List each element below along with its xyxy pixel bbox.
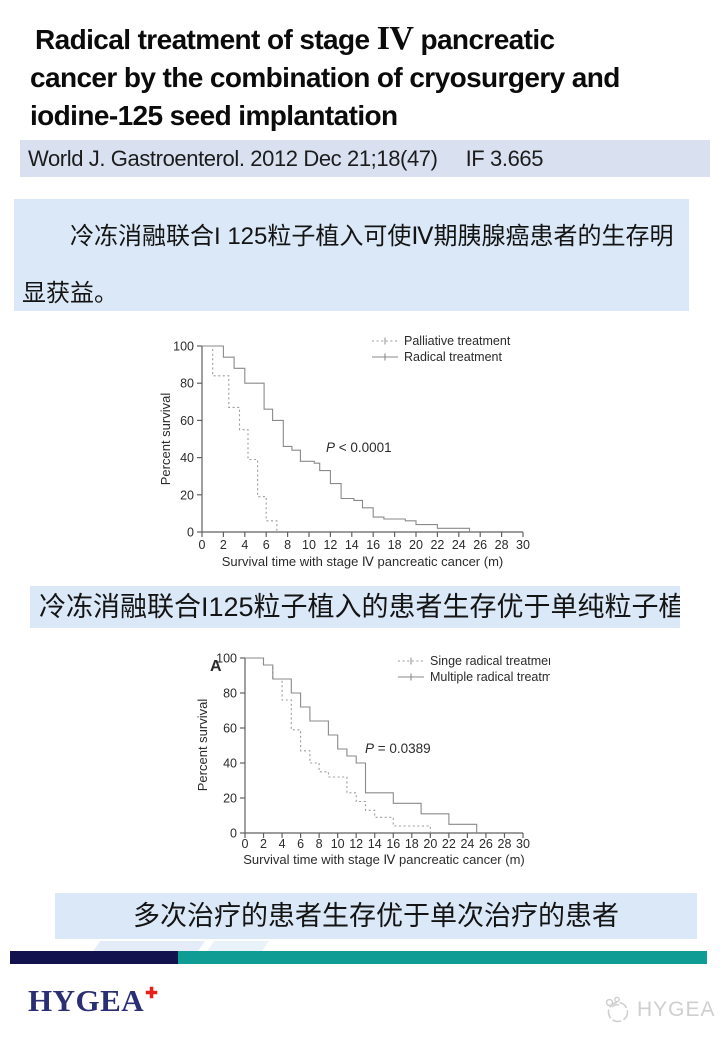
- x-axis-label: Survival time with stage Ⅳ pancreatic ca…: [222, 554, 503, 569]
- legend-label: Multiple radical treatment: [430, 670, 550, 684]
- y-axis-label: Percent survival: [195, 699, 210, 792]
- survival-chart-overall: 0 20 40 60 80 100 0 2 4 6 8 10 12 14 16 18 20 22 24 26 28 30 S…: [150, 330, 550, 585]
- hygea-emblem-icon: [605, 996, 629, 1023]
- title-line-1-text: Radical treatment of stage: [35, 24, 377, 55]
- x-tick-label: 22: [442, 837, 456, 851]
- x-tick-label: 20: [409, 538, 423, 552]
- x-axis-label: Survival time with stage Ⅳ pancreatic ca…: [243, 852, 524, 867]
- x-tick-label: 8: [284, 538, 291, 552]
- title-line-3: iodine-125 seed implantation: [30, 100, 398, 131]
- series-multiple-radical-treatment: [245, 657, 478, 833]
- series-radical-treatment: [202, 345, 471, 532]
- x-tick-label: 18: [388, 538, 402, 552]
- x-tick-label: 16: [386, 837, 400, 851]
- survival-chart-treatments: 0 20 40 60 80 100 0 2 4 6 8 10 12 14 16 18 20 22 24 26 28 30 S…: [150, 645, 570, 887]
- x-tick-label: 10: [302, 538, 316, 552]
- watermark: HYGEA: [602, 995, 716, 1025]
- y-tick-label: 80: [180, 377, 194, 391]
- y-tick-label: 20: [180, 488, 194, 502]
- x-tick-label: 6: [297, 837, 304, 851]
- summary-box: 冷冻消融联合I 125粒子植入可使Ⅳ期胰腺癌患者的生存明显获益。: [14, 199, 689, 311]
- p-value-annotation: P < 0.0001: [326, 440, 392, 455]
- x-tick-label: 4: [241, 538, 248, 552]
- x-tick-label: 20: [423, 837, 437, 851]
- title-line-1-tail: pancreatic: [413, 24, 555, 55]
- x-tick-label: 2: [220, 538, 227, 552]
- caption-bottom: 多次治疗的患者生存优于单次治疗的患者: [55, 893, 697, 939]
- x-tick-label: 16: [366, 538, 380, 552]
- legend-label: Radical treatment: [404, 350, 502, 364]
- watermark-text: HYGEA: [637, 998, 716, 1021]
- x-tick-label: 22: [430, 538, 444, 552]
- x-tick-label: 24: [460, 837, 474, 851]
- x-tick-label: 12: [349, 837, 363, 851]
- footer-teal-bar: [178, 951, 707, 964]
- p-value-annotation: P = 0.0389: [365, 741, 431, 756]
- y-tick-label: 0: [187, 526, 194, 540]
- x-tick-label: 28: [495, 538, 509, 552]
- impact-factor: IF 3.665: [465, 145, 544, 171]
- caption-mid: 冷冻消融联合I125粒子植入的患者生存优于单纯粒子植入: [30, 586, 680, 628]
- title-line-1: Radical treatment of stage IV pancreatic: [30, 20, 698, 59]
- y-axis-label: Percent survival: [158, 393, 173, 486]
- x-tick-label: 14: [345, 538, 359, 552]
- x-tick-label: 28: [498, 837, 512, 851]
- legend-label: Singe radical treatment: [430, 654, 550, 668]
- legend-label: Palliative treatment: [404, 334, 511, 348]
- y-tick-label: 100: [173, 340, 194, 354]
- page-title: Radical treatment of stage IV pancreatic…: [30, 20, 698, 135]
- y-tick-label: 20: [223, 792, 237, 806]
- x-tick-label: 8: [316, 837, 323, 851]
- x-tick-label: 12: [323, 538, 337, 552]
- journal-citation: World J. Gastroenterol. 2012 Dec 21;18(4…: [28, 145, 438, 171]
- x-tick-label: 24: [452, 538, 466, 552]
- x-tick-label: 6: [263, 538, 270, 552]
- y-tick-label: 60: [223, 722, 237, 736]
- x-tick-label: 30: [516, 538, 530, 552]
- hygea-logo-text: HYGEA: [28, 983, 145, 1018]
- y-tick-label: 100: [216, 652, 237, 666]
- series-palliative-treatment: [202, 345, 278, 532]
- x-tick-label: 30: [516, 837, 530, 851]
- x-tick-label: 0: [242, 837, 249, 851]
- y-tick-label: 0: [230, 827, 237, 841]
- x-tick-label: 2: [260, 837, 267, 851]
- medical-cross-icon: ✚: [145, 985, 159, 1002]
- panel-label: A: [210, 658, 222, 675]
- summary-text: 冷冻消融联合I 125粒子植入可使Ⅳ期胰腺癌患者的生存明显获益。: [22, 223, 674, 307]
- x-tick-label: 14: [368, 837, 382, 851]
- x-tick-label: 26: [479, 837, 493, 851]
- x-tick-label: 26: [473, 538, 487, 552]
- footer-navy-bar: [10, 951, 178, 964]
- y-tick-label: 40: [223, 757, 237, 771]
- x-tick-label: 18: [405, 837, 419, 851]
- y-tick-label: 40: [180, 451, 194, 465]
- hygea-logo: HYGEA✚: [28, 983, 158, 1019]
- y-tick-label: 80: [223, 687, 237, 701]
- title-roman-numeral: IV: [376, 20, 414, 57]
- y-tick-label: 60: [180, 414, 194, 428]
- journal-citation-bar: World J. Gastroenterol. 2012 Dec 21;18(4…: [20, 140, 710, 177]
- x-tick-label: 0: [199, 538, 206, 552]
- x-tick-label: 4: [279, 837, 286, 851]
- title-line-2: cancer by the combination of cryosurgery…: [30, 62, 620, 93]
- x-tick-label: 10: [331, 837, 345, 851]
